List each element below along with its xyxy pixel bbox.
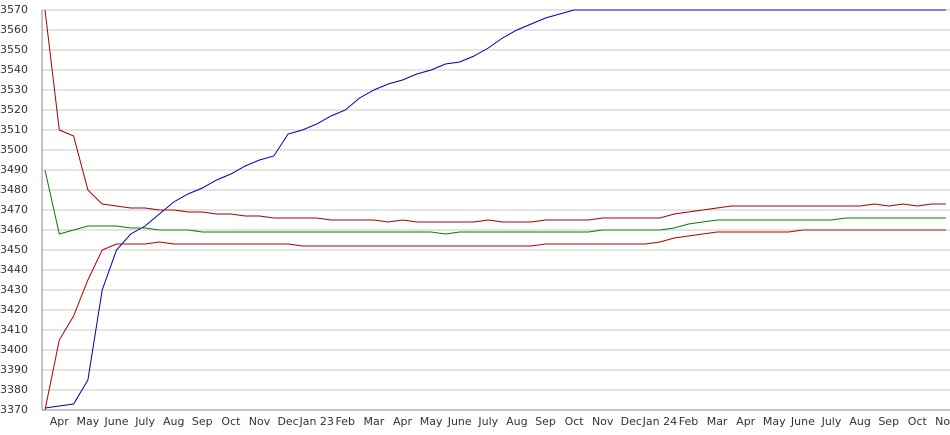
x-tick-label: Aug: [163, 415, 184, 428]
y-tick-label: 3410: [0, 323, 28, 336]
y-tick-label: 3500: [0, 143, 28, 156]
x-tick-label: May: [420, 415, 443, 428]
x-tick-label: Sep: [192, 415, 213, 428]
y-tick-label: 3420: [0, 303, 28, 316]
y-tick-label: 3510: [0, 123, 28, 136]
y-tick-label: 3380: [0, 383, 28, 396]
y-tick-label: 3370: [0, 403, 28, 416]
y-tick-label: 3440: [0, 263, 28, 276]
x-tick-label: Apr: [736, 415, 756, 428]
x-tick-label: June: [104, 415, 129, 428]
x-tick-label: Feb: [679, 415, 698, 428]
x-tick-label: Sep: [878, 415, 899, 428]
series-line: [44, 229, 946, 411]
x-tick-label: Nov: [592, 415, 614, 428]
y-tick-label: 3400: [0, 343, 28, 356]
x-tick-label: Aug: [849, 415, 870, 428]
series-line: [44, 169, 946, 235]
y-tick-label: 3430: [0, 283, 28, 296]
x-tick-label: Jan 23: [298, 415, 333, 428]
x-tick-label: June: [790, 415, 815, 428]
y-tick-label: 3570: [0, 3, 28, 16]
y-tick-label: 3470: [0, 203, 28, 216]
series-line: [44, 9, 946, 409]
y-tick-label: 3520: [0, 103, 28, 116]
x-tick-label: Nov: [249, 415, 271, 428]
x-tick-label: Dec: [277, 415, 298, 428]
x-tick-label: July: [477, 415, 498, 428]
y-tick-label: 3550: [0, 43, 28, 56]
x-tick-label: May: [77, 415, 100, 428]
y-tick-label: 3490: [0, 163, 28, 176]
y-tick-label: 3480: [0, 183, 28, 196]
y-tick-label: 3560: [0, 23, 28, 36]
x-tick-label: Aug: [506, 415, 527, 428]
x-tick-label: Jan 24: [642, 415, 677, 428]
x-tick-label: June: [447, 415, 472, 428]
x-tick-label: Dec: [621, 415, 642, 428]
x-tick-label: May: [763, 415, 786, 428]
y-tick-label: 3450: [0, 243, 28, 256]
x-tick-label: Oct: [908, 415, 928, 428]
series-line: [44, 9, 946, 223]
x-tick-label: Apr: [393, 415, 413, 428]
x-tick-label: Sep: [535, 415, 556, 428]
y-tick-label: 3460: [0, 223, 28, 236]
x-tick-label: Mar: [707, 415, 728, 428]
x-tick-label: Mar: [364, 415, 385, 428]
x-tick-label: Oct: [565, 415, 585, 428]
y-tick-label: 3530: [0, 83, 28, 96]
x-tick-label: July: [821, 415, 842, 428]
y-tick-label: 3540: [0, 63, 28, 76]
x-tick-label: Oct: [221, 415, 241, 428]
x-tick-label: Feb: [336, 415, 355, 428]
y-tick-label: 3390: [0, 363, 28, 376]
x-tick-label: July: [134, 415, 155, 428]
x-tick-label: Nov: [935, 415, 950, 428]
x-tick-label: Apr: [50, 415, 70, 428]
